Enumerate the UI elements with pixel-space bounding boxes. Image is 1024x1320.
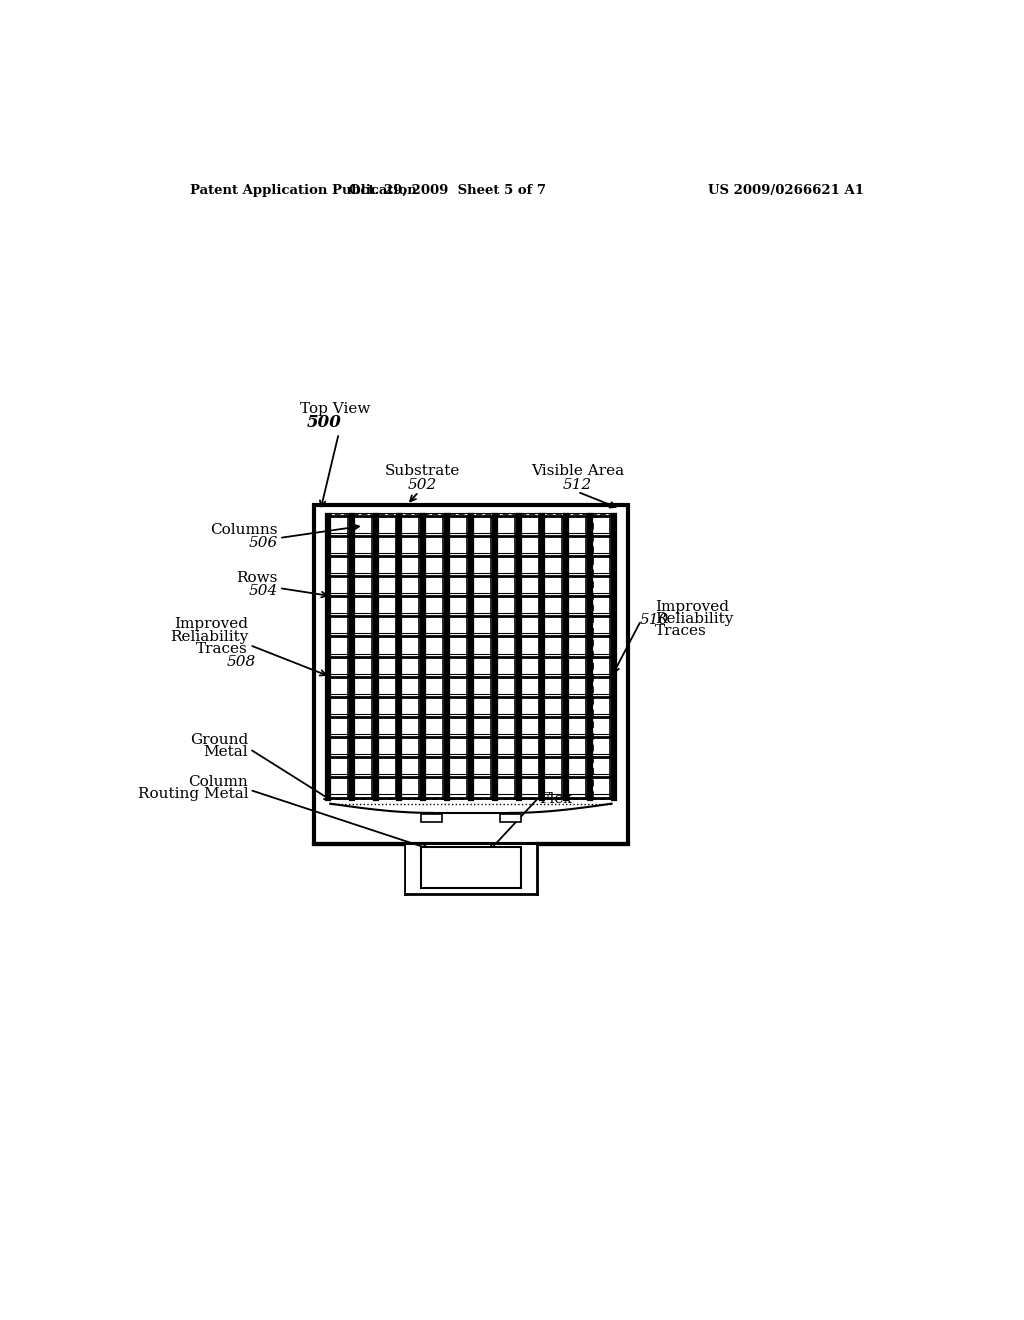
Text: 510: 510 <box>640 614 669 627</box>
Text: Traces: Traces <box>655 624 707 638</box>
Text: 504: 504 <box>249 585 278 598</box>
Text: Routing Metal: Routing Metal <box>137 788 248 801</box>
Text: Rows: Rows <box>237 572 278 585</box>
Bar <box>421 847 521 887</box>
Bar <box>407 845 536 892</box>
Text: 512: 512 <box>563 478 592 492</box>
Text: Patent Application Publication: Patent Application Publication <box>190 185 417 197</box>
Bar <box>421 814 442 822</box>
Bar <box>500 814 521 822</box>
Text: Visible Area: Visible Area <box>530 463 624 478</box>
Text: 506: 506 <box>249 536 278 549</box>
Bar <box>314 506 628 843</box>
Text: Reliability: Reliability <box>655 612 733 626</box>
Text: Metal: Metal <box>204 744 248 759</box>
Text: Columns: Columns <box>210 523 278 536</box>
Text: Improved: Improved <box>174 618 248 631</box>
Text: US 2009/0266621 A1: US 2009/0266621 A1 <box>708 185 863 197</box>
Text: Substrate: Substrate <box>385 463 460 478</box>
Text: Ground: Ground <box>189 733 248 747</box>
Text: Flex: Flex <box>539 792 571 807</box>
Text: Column: Column <box>188 775 248 789</box>
Text: Traces: Traces <box>197 642 248 656</box>
Text: 508: 508 <box>226 655 256 669</box>
Text: Improved: Improved <box>655 599 729 614</box>
Text: FIG. 5B: FIG. 5B <box>425 874 508 891</box>
Text: Oct. 29, 2009  Sheet 5 of 7: Oct. 29, 2009 Sheet 5 of 7 <box>349 185 546 197</box>
Text: Reliability: Reliability <box>170 630 248 644</box>
Text: Top View: Top View <box>300 403 371 416</box>
Text: 502: 502 <box>408 478 437 492</box>
Text: 500: 500 <box>306 414 341 430</box>
Bar <box>327 515 615 799</box>
